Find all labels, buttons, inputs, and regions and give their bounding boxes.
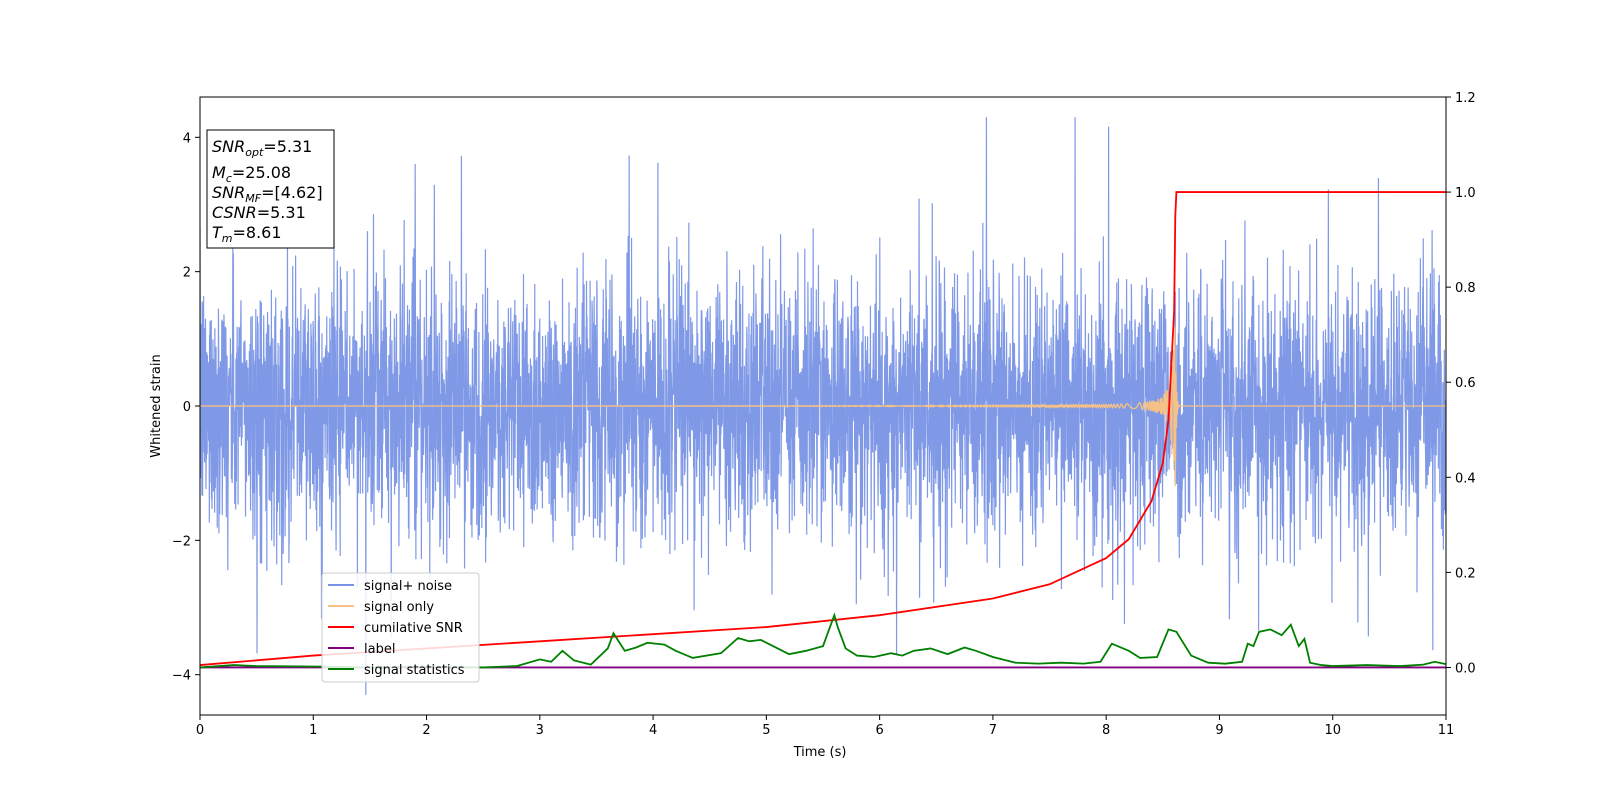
legend-frame [321,572,480,683]
x-tick-label: 7 [989,723,997,738]
x-tick-label: 8 [1102,723,1110,738]
legend-item-cumulative-snr: cumilative SNR [328,621,463,636]
info-box: SNRopt=5.31 Mc=25.08 SNRMF=[4.62] CSNR=5… [206,129,335,249]
series-signal-statistics [200,612,1446,669]
legend-item-signal-statistics: signal statistics [328,663,465,678]
info-box-frame [206,129,335,249]
x-tick-label: 0 [196,723,204,738]
x-tick-label: 1 [309,723,317,738]
y-tick-label-left: 2 [183,266,191,281]
legend-item-label: label [328,642,395,657]
series-cumulative-snr [200,191,1446,666]
x-tick-label: 5 [762,723,770,738]
y-tick-label-right: 0.6 [1455,376,1476,391]
y-tick-label-left: 4 [183,131,191,146]
legend-label-label: label [364,642,395,657]
y-tick-label-right: 0.4 [1455,471,1476,486]
legend-label-signal-statistics: signal statistics [364,663,465,678]
info-csnr: CSNR=5.31 [212,203,306,222]
series-signal-noise [200,117,1446,695]
x-tick-label: 3 [536,723,544,738]
x-axis-label: Time (s) [793,745,847,760]
y-axis-label: Whitened strain [149,354,164,457]
y-tick-label-right: 0.2 [1455,566,1476,581]
x-tick-label: 2 [422,723,430,738]
legend-label-signal-only: signal only [364,600,434,615]
legend-label-cumulative-snr: cumilative SNR [364,621,463,636]
info-tm: Tm=8.61 [212,223,282,245]
legend-item-signal-noise: signal+ noise [328,579,452,594]
info-snr-opt: SNRopt=5.31 [212,137,312,159]
info-snr-mf: SNRMF=[4.62] [212,183,323,205]
info-mc: Mc=25.08 [212,163,291,185]
y-tick-label-right: 0.0 [1455,661,1476,676]
x-tick-label: 6 [875,723,883,738]
legend: signal+ noise signal only cumilative SNR… [321,572,480,683]
y-tick-label-right: 1.2 [1455,91,1476,106]
legend-item-signal-only: signal only [328,600,434,615]
x-tick-label: 9 [1215,723,1223,738]
axes: 0 1 2 3 4 5 6 7 8 9 10 11 4 2 0 −2 −4 1.2 1.0 0.8 0.6 0.4 0.2 0… [172,91,1476,738]
x-tick-label: 4 [649,723,657,738]
y-tick-label-left: −2 [172,534,191,549]
x-tick-label: 11 [1438,723,1455,738]
x-tick-label: 10 [1324,723,1341,738]
series-signal-only [200,326,1446,487]
y-tick-label-right: 0.8 [1455,281,1476,296]
y-tick-label-left: 0 [183,400,191,415]
legend-label-signal-noise: signal+ noise [364,579,452,594]
y-tick-label-right: 1.0 [1455,186,1476,201]
y-tick-label-left: −4 [172,669,191,684]
